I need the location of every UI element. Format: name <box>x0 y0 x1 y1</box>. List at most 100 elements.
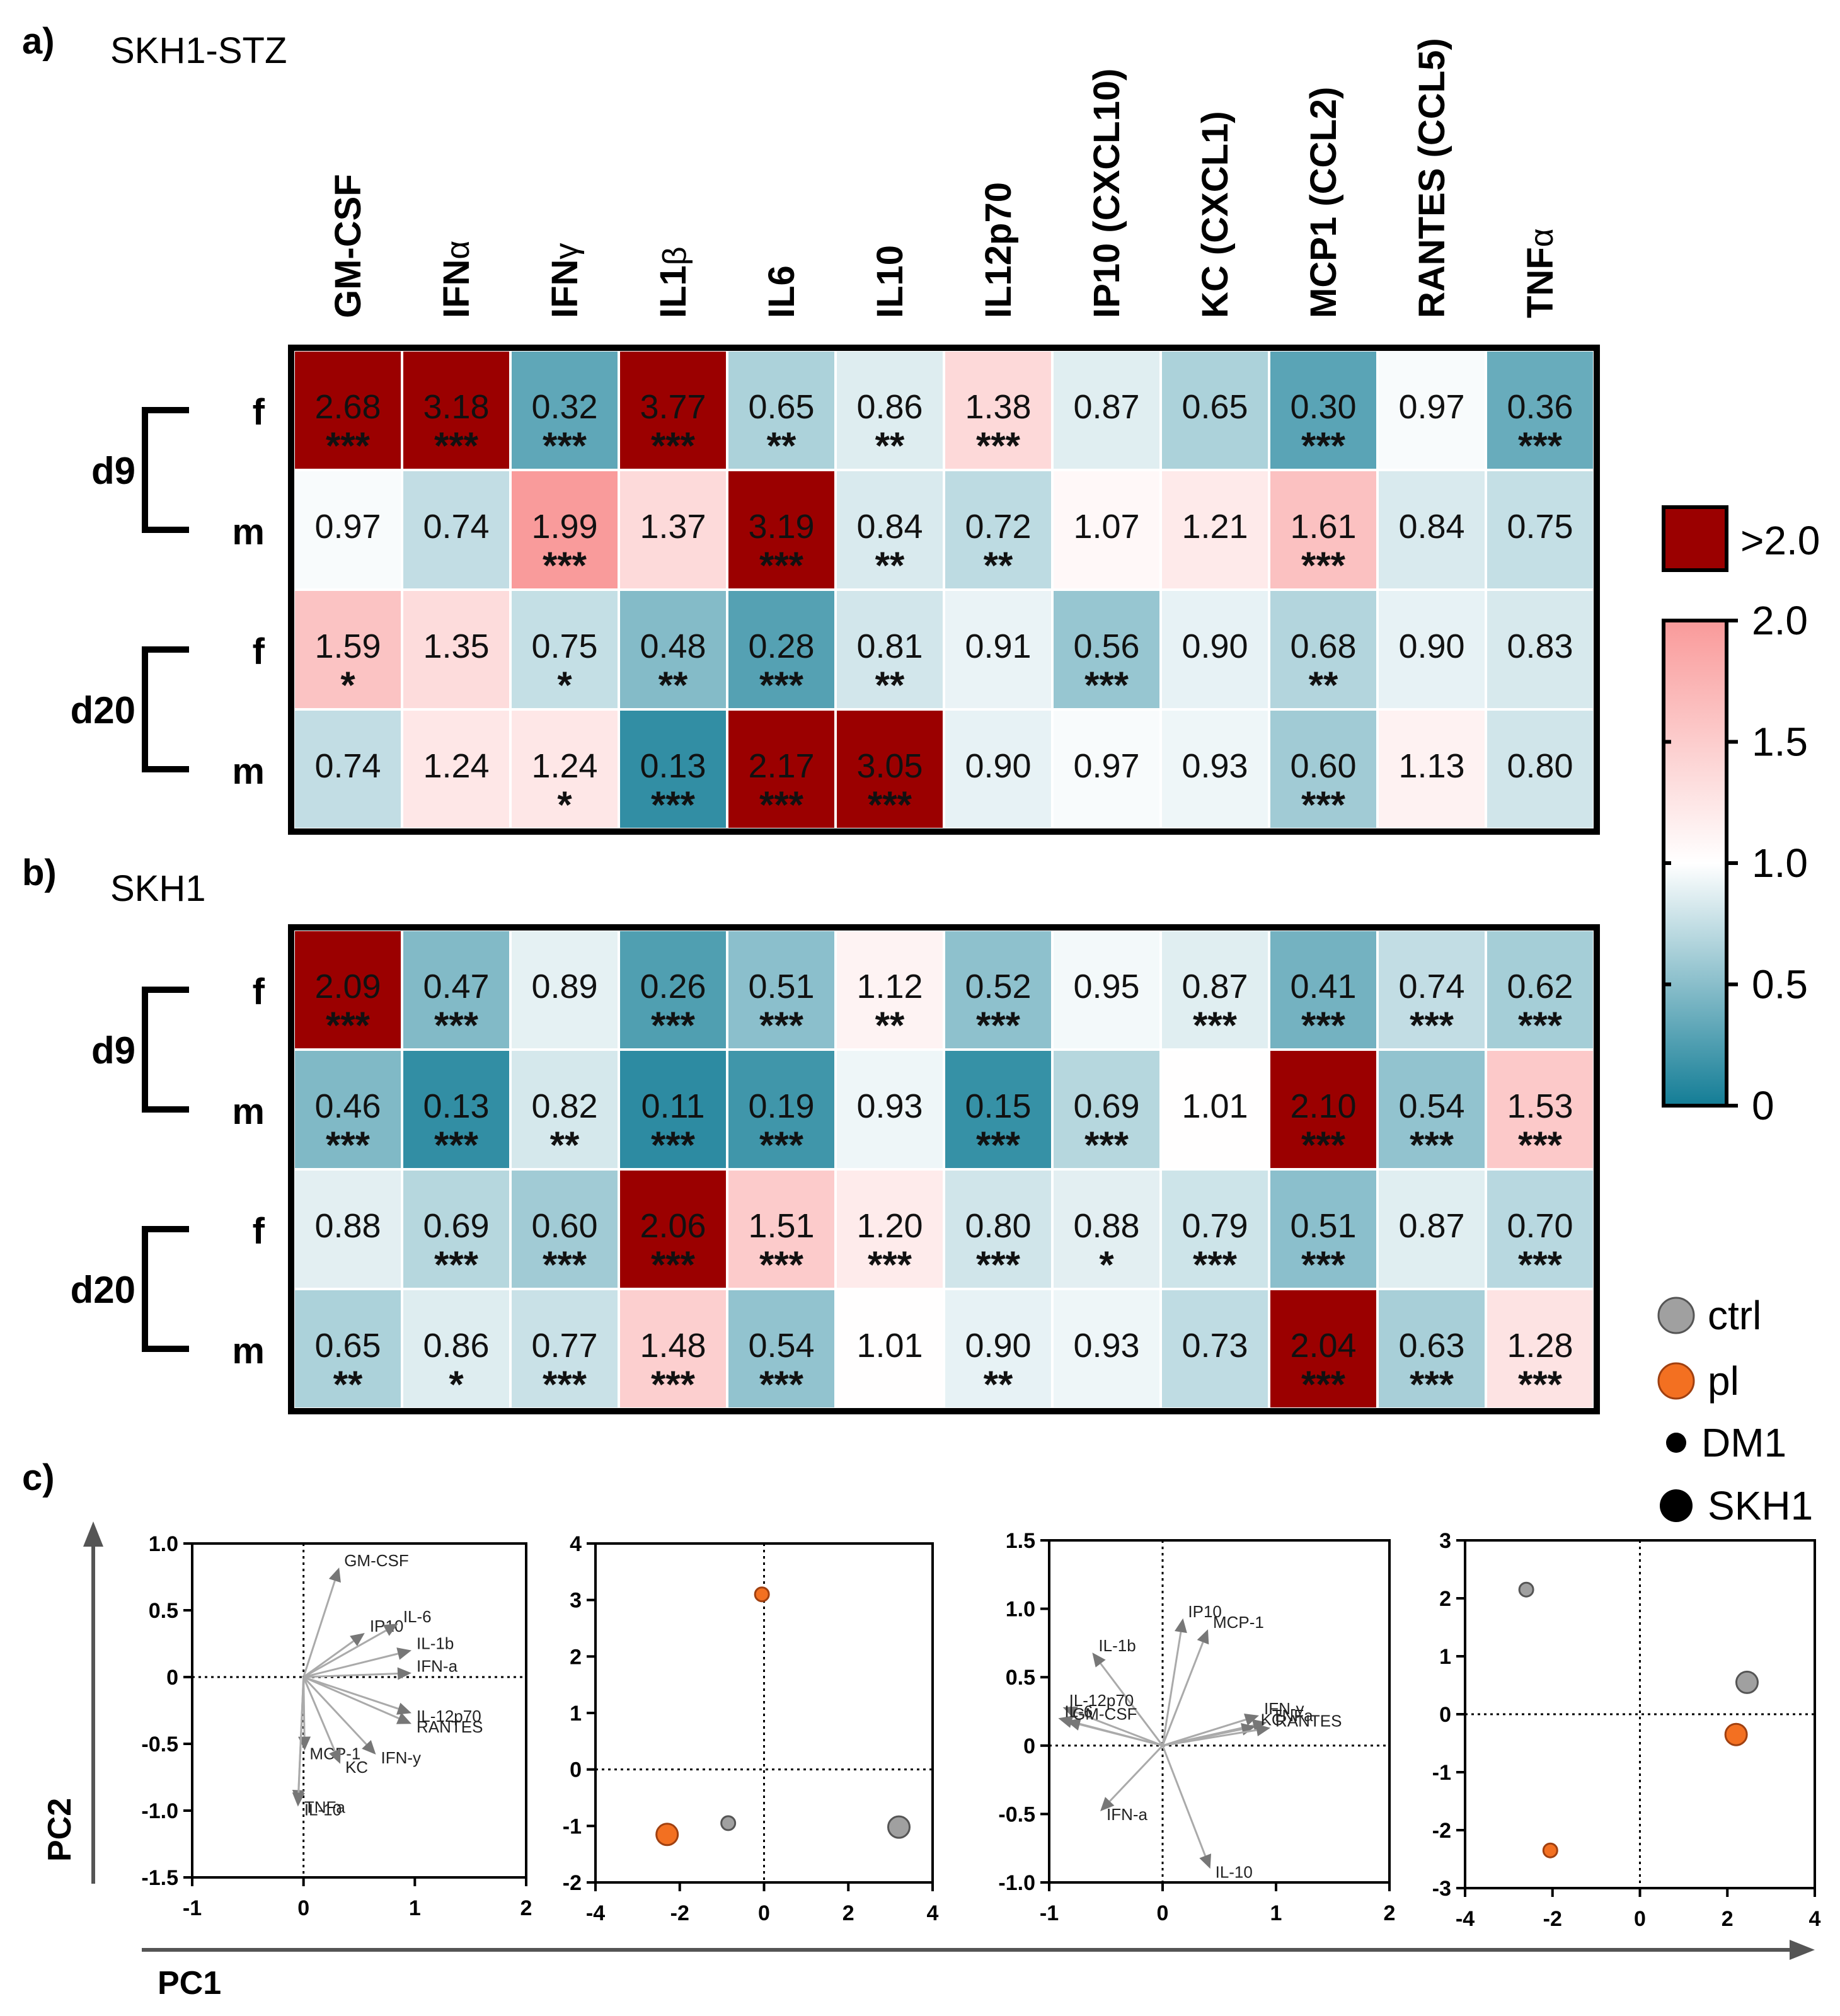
loading-vector-label: IL-6 <box>403 1607 432 1626</box>
x-tick-label: -4 <box>1456 1907 1475 1931</box>
heatmap-cell <box>945 591 1051 708</box>
loading-vector-head <box>292 1792 305 1807</box>
cell-significance-label: *** <box>434 1124 479 1166</box>
loading-vector-label: TNFa <box>1272 1706 1314 1725</box>
heatmap-b: 2.09***0.47***0.89 0.26***0.51***1.12**0.… <box>71 924 1600 1414</box>
panel-label-c: c) <box>22 1457 55 1498</box>
cell-significance-label: *** <box>868 1244 912 1286</box>
group-label: d9 <box>91 1029 135 1072</box>
y-tick-label: 1 <box>1439 1645 1451 1669</box>
heatmap-cell <box>295 591 401 708</box>
heatmap-cell <box>512 1051 618 1168</box>
colorbar-above-label: >2.0 <box>1740 518 1820 563</box>
cell-significance-label: *** <box>976 1124 1021 1166</box>
heatmap-cell <box>295 711 401 828</box>
cell-significance-label: * <box>557 784 572 826</box>
heatmap-cell <box>945 352 1051 469</box>
heatmap-cell <box>620 591 726 708</box>
cell-value-label: 2.04 <box>1290 1327 1356 1365</box>
cell-value-label: 2.68 <box>314 388 381 426</box>
heatmap-cell <box>1379 711 1485 828</box>
loading-vector <box>302 1629 387 1678</box>
heatmap-cell <box>1379 352 1485 469</box>
cell-significance-label: *** <box>759 784 804 826</box>
cell-value-label: 2.06 <box>640 1207 706 1245</box>
heatmap-cell <box>1054 352 1159 469</box>
loading-vector-head <box>362 1740 376 1755</box>
y-tick-label: 1 <box>570 1702 582 1726</box>
cell-significance-label: * <box>449 1363 464 1406</box>
x-tick-label: 2 <box>1722 1907 1734 1931</box>
cell-value-label: 0.87 <box>1073 388 1139 426</box>
cell-value-label: 0.90 <box>965 747 1031 785</box>
cell-significance-label: *** <box>759 1004 804 1046</box>
cell-value-label: 0.13 <box>423 1087 489 1125</box>
cell-value-label: 0.90 <box>1398 627 1464 665</box>
column-header: IL10 <box>870 245 911 318</box>
heatmap-cell <box>1162 1290 1268 1407</box>
loading-vector-head <box>382 1624 398 1636</box>
heatmap-frame <box>288 924 1600 1414</box>
heatmap-cell <box>295 352 401 469</box>
heatmap-cell <box>837 352 943 469</box>
loading-vector-head <box>1092 1652 1106 1668</box>
colorbar-tick-label: 2.0 <box>1752 598 1808 643</box>
heatmap-cell <box>1162 711 1268 828</box>
cell-significance-label: *** <box>1301 1244 1346 1286</box>
panel-title-b: SKH1 <box>110 868 206 909</box>
cell-value-label: 0.69 <box>423 1207 489 1245</box>
heatmap-cell <box>620 1171 726 1288</box>
heatmap-cell <box>1270 352 1376 469</box>
cell-value-label: 1.01 <box>1182 1087 1248 1125</box>
heatmap-cell <box>728 1290 834 1407</box>
cell-value-label: 0.74 <box>314 747 381 785</box>
cell-value-label: 1.01 <box>856 1327 923 1365</box>
cell-value-label: 1.59 <box>314 627 381 665</box>
loading-vector-label: KC <box>345 1758 368 1777</box>
heatmap-cell <box>945 1051 1051 1168</box>
column-header: MCP1 (CCL2) <box>1303 87 1344 318</box>
cell-value-label: 0.74 <box>1398 968 1464 1005</box>
row-label: f <box>253 631 265 672</box>
cell-value-label: 1.48 <box>640 1327 706 1365</box>
cell-value-label: 0.97 <box>314 508 381 546</box>
y-tick-label: 0 <box>1023 1734 1035 1758</box>
score-point <box>1735 1670 1759 1694</box>
loading-vector-head <box>397 1667 412 1680</box>
y-tick-label: 2 <box>1439 1587 1451 1611</box>
heatmap-cell <box>728 711 834 828</box>
column-header: KC (CXCL1) <box>1195 111 1236 318</box>
heatmap-cell <box>620 1290 726 1407</box>
heatmap-cell <box>945 1171 1051 1288</box>
loading-vector-label: IFN-y <box>1264 1699 1304 1718</box>
y-tick-label: -1.5 <box>141 1866 178 1890</box>
cell-value-label: 1.37 <box>640 508 706 546</box>
column-header: IFNα <box>436 241 477 319</box>
heatmap-cell <box>1054 711 1159 828</box>
loading-vector-label: TNFa <box>304 1797 346 1816</box>
group-label: d20 <box>71 1269 135 1311</box>
y-tick-label: 1.0 <box>1006 1598 1035 1622</box>
heatmap-cell <box>1270 711 1376 828</box>
legend-ctrl-marker <box>1657 1297 1695 1334</box>
cell-significance-label: *** <box>759 544 804 587</box>
cell-value-label: 0.80 <box>965 1207 1031 1245</box>
row-label: f <box>253 1211 265 1252</box>
heatmap-cell <box>1379 1051 1485 1168</box>
y-tick-label: -2 <box>1432 1819 1451 1843</box>
cell-significance-label: *** <box>651 425 696 467</box>
cell-significance-label: *** <box>1193 1244 1238 1286</box>
heatmap-cell <box>1270 1171 1376 1288</box>
loading-vector <box>1075 1711 1163 1747</box>
x-tick-label: 0 <box>758 1901 770 1925</box>
cell-value-label: 1.12 <box>856 968 923 1005</box>
x-tick-label: 1 <box>1270 1901 1282 1925</box>
cell-significance-label: *** <box>976 425 1021 467</box>
colorbar-tick-label: 1.5 <box>1752 719 1808 765</box>
heatmap-cell <box>837 931 943 1048</box>
plot-frame <box>191 1542 527 1879</box>
row-label: m <box>232 1331 265 1372</box>
heatmap-cell <box>512 471 618 588</box>
